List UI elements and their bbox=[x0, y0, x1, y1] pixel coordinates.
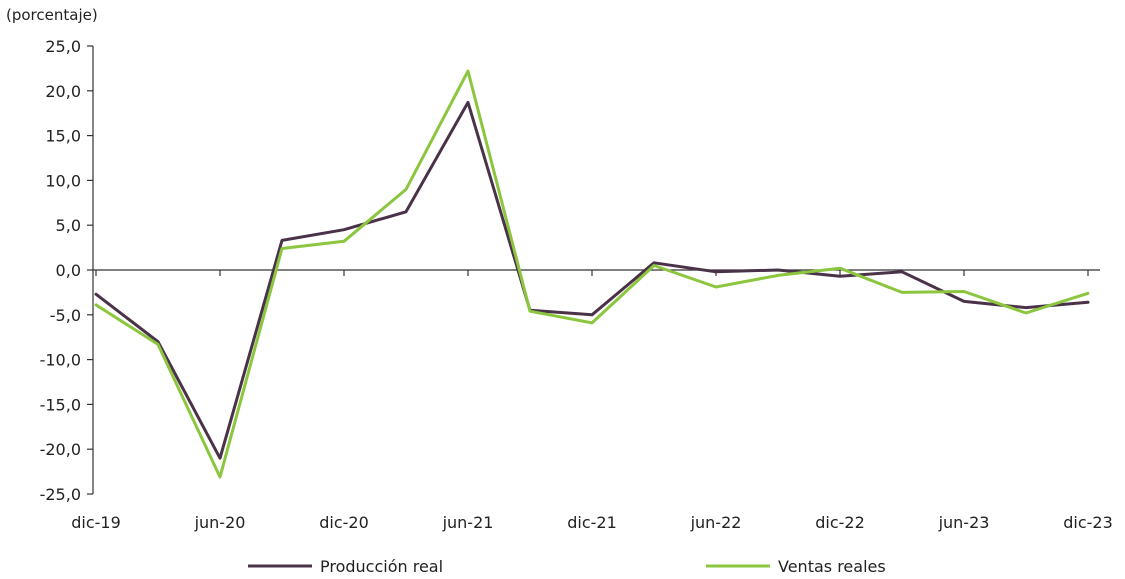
x-tick-label: jun-20 bbox=[194, 513, 246, 532]
y-tick-label: -25,0 bbox=[40, 485, 81, 504]
y-tick-label: -15,0 bbox=[40, 395, 81, 414]
y-tick-label: -5,0 bbox=[50, 306, 81, 325]
y-tick-label: -10,0 bbox=[40, 351, 81, 370]
y-tick-label: 15,0 bbox=[45, 127, 81, 146]
legend-label: Producción real bbox=[320, 557, 443, 576]
x-tick-label: dic-23 bbox=[1063, 513, 1113, 532]
x-tick-label: dic-20 bbox=[319, 513, 369, 532]
x-tick-label: jun-22 bbox=[690, 513, 742, 532]
y-axis-label: (porcentaje) bbox=[6, 6, 98, 24]
x-tick-label: dic-21 bbox=[567, 513, 617, 532]
y-tick-label: 10,0 bbox=[45, 171, 81, 190]
y-tick-label: 5,0 bbox=[56, 216, 81, 235]
y-tick-label: 20,0 bbox=[45, 82, 81, 101]
y-tick-label: -20,0 bbox=[40, 440, 81, 459]
x-tick-label: jun-23 bbox=[938, 513, 990, 532]
x-tick-label: jun-21 bbox=[442, 513, 494, 532]
y-tick-label: 0,0 bbox=[56, 261, 81, 280]
x-tick-label: dic-19 bbox=[71, 513, 121, 532]
series-line-produccion-real bbox=[94, 100, 1090, 460]
x-tick-label: dic-22 bbox=[815, 513, 865, 532]
y-tick-label: 25,0 bbox=[45, 37, 81, 56]
series-line-ventas-reales bbox=[94, 69, 1090, 479]
series-lines bbox=[94, 69, 1090, 479]
legend: Producción real Ventas reales bbox=[248, 557, 886, 576]
x-axis: dic-19 jun-20 dic-20 jun-21 dic-21 jun-22 dic-… bbox=[71, 269, 1113, 532]
legend-label: Ventas reales bbox=[778, 557, 886, 576]
y-axis: 25,0 20,0 15,0 10,0 5,0 0,0 -5,0 -10,0 -15,0 -20,… bbox=[40, 37, 94, 504]
